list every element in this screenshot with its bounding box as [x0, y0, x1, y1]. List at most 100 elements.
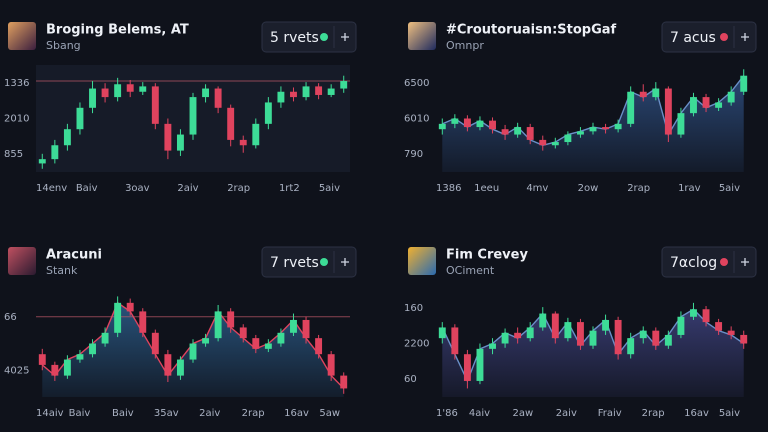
panel-icon [408, 22, 436, 50]
candle-body [189, 343, 197, 360]
candle-body [602, 127, 610, 130]
candle-body [290, 91, 297, 98]
panel-icon [8, 22, 36, 50]
candle-body [539, 139, 547, 146]
y-axis-label: 6500 [404, 78, 429, 89]
x-axis-label: 14aiv [36, 408, 64, 419]
panel-button[interactable]: 7 acus [661, 21, 757, 53]
candle-body [664, 88, 672, 135]
x-axis-label: 2ow [578, 183, 599, 194]
candle-body [576, 322, 584, 346]
panel-title: #Croutoruaisn:StopGaf [446, 23, 617, 38]
candle-body [677, 113, 685, 135]
x-axis-label: 1'86 [436, 408, 458, 419]
candle-body [526, 127, 534, 140]
candle-body [664, 334, 672, 346]
button-plus [741, 258, 749, 266]
candle-body [239, 327, 247, 339]
candle-body [101, 88, 109, 98]
y-axis-label: 2200 [404, 339, 429, 350]
x-axis-label: 2aiv [177, 183, 198, 194]
candle-body [38, 354, 46, 365]
button-plus [341, 33, 349, 41]
panel-subtitle: OCiment [446, 264, 495, 277]
x-axis-label: 1rt2 [279, 183, 300, 194]
panel-subtitle: Stank [46, 264, 78, 277]
candle-body [290, 319, 297, 333]
candle-body [139, 311, 147, 333]
candle-body [114, 84, 122, 98]
candle-body [715, 322, 723, 331]
candle-body [438, 123, 446, 130]
candle-body [164, 123, 172, 151]
candle-body [514, 332, 522, 339]
candle-body [277, 332, 285, 344]
candle-body [627, 91, 635, 124]
x-axis-label: 35av [154, 408, 179, 419]
candle-body [501, 129, 509, 135]
x-axis-label: Baiv [76, 183, 98, 194]
candle-body [89, 88, 96, 108]
x-axis-label: Fraiv [598, 408, 622, 419]
candle-body [576, 131, 584, 135]
button-icon [320, 258, 328, 266]
x-axis-label: Baiv [112, 408, 134, 419]
candle-body [340, 375, 348, 389]
x-axis-label: 2aiv [199, 408, 220, 419]
candle-body [126, 302, 134, 312]
button-icon [720, 258, 728, 266]
panel-title: Fim Crevey [446, 248, 528, 263]
panel-button[interactable]: 7αclog [661, 246, 757, 278]
y-axis-label: 790 [404, 149, 423, 160]
candle-body [114, 302, 122, 333]
candle-body [727, 91, 735, 103]
y-axis-label: 60 [404, 374, 417, 385]
candle-body [476, 120, 484, 128]
button-bg [261, 246, 357, 278]
x-axis-label: 3oav [125, 183, 150, 194]
candle-body [614, 123, 622, 130]
button-bg [261, 21, 357, 53]
x-axis-label: 2aiv [556, 408, 577, 419]
candle-body [451, 327, 459, 355]
candle-body [690, 97, 697, 114]
candle-body [740, 75, 748, 92]
button-bg [661, 246, 757, 278]
candle-body [189, 97, 197, 135]
candle-body [51, 145, 59, 160]
panel-button[interactable]: 7 rvets [261, 246, 357, 278]
candle-body [51, 364, 59, 376]
candle-body [126, 84, 134, 92]
candle-body [489, 120, 496, 130]
candle-body [176, 359, 184, 376]
panel-icon [8, 247, 36, 275]
candle-body [76, 107, 84, 130]
candle-body [639, 330, 647, 339]
candle-body [277, 91, 285, 103]
x-axis-label: 2rap [242, 408, 265, 419]
button-icon [720, 33, 728, 41]
candle-body [214, 88, 222, 108]
x-axis-label: 5aw [319, 408, 340, 419]
candle-body [151, 332, 159, 355]
candle-body [639, 91, 647, 98]
candle-body [652, 330, 660, 346]
candle-body [514, 127, 522, 135]
candle-body [614, 319, 622, 355]
panel-button[interactable]: 5 rvets [261, 21, 357, 53]
button-label: 5 rvets [270, 30, 319, 46]
candle-body [715, 102, 723, 108]
candle-body [438, 327, 446, 339]
candle-body [551, 142, 559, 146]
candle-body [302, 86, 310, 98]
x-axis-label: 2rap [227, 183, 250, 194]
x-axis-label: 2aw [513, 408, 534, 419]
x-axis-label: 1eeu [474, 183, 499, 194]
candle-body [202, 88, 210, 98]
button-label: 7αclog [670, 255, 717, 271]
x-axis-label: 4mv [526, 183, 548, 194]
